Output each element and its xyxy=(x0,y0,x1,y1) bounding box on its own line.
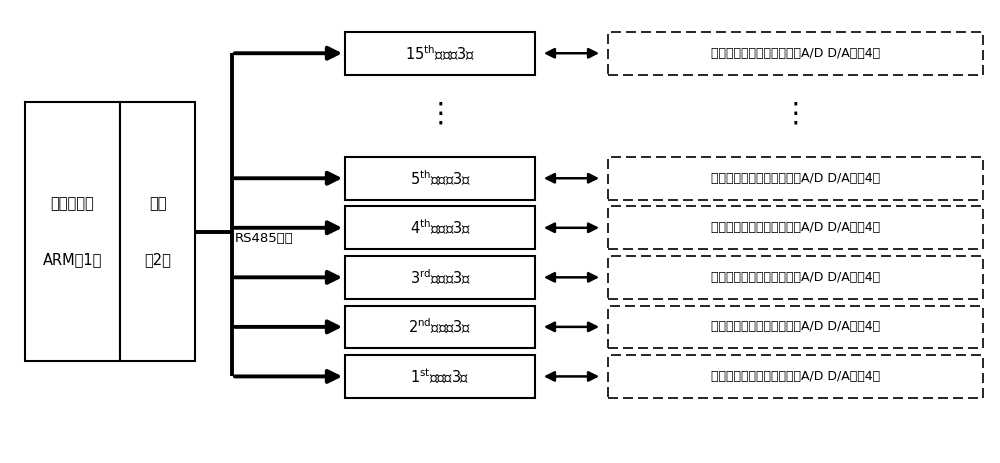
Text: 4$^{\mathregular{th}}$从站（3）: 4$^{\mathregular{th}}$从站（3） xyxy=(410,218,470,238)
Text: 5$^{\mathregular{th}}$从站（3）: 5$^{\mathregular{th}}$从站（3） xyxy=(410,169,470,188)
Text: 子板卡（输入、输出、轴、A/D D/A）（4）: 子板卡（输入、输出、轴、A/D D/A）（4） xyxy=(711,172,880,185)
Text: 子板卡（输入、输出、轴、A/D D/A）（4）: 子板卡（输入、输出、轴、A/D D/A）（4） xyxy=(711,47,880,60)
Bar xyxy=(345,256,535,299)
Text: 1$^{\mathregular{st}}$从站（3）: 1$^{\mathregular{st}}$从站（3） xyxy=(410,367,470,386)
Bar xyxy=(345,157,535,200)
Bar xyxy=(345,32,535,75)
Bar xyxy=(608,206,983,249)
Bar xyxy=(608,306,983,348)
Text: 主站: 主站 xyxy=(149,196,166,211)
Text: ⋮: ⋮ xyxy=(781,100,809,127)
Text: 子板卡（输入、输出、轴、A/D D/A）（4）: 子板卡（输入、输出、轴、A/D D/A）（4） xyxy=(711,271,880,284)
Bar xyxy=(608,355,983,398)
Text: ⋮: ⋮ xyxy=(426,100,454,127)
Text: 子板卡（输入、输出、轴、A/D D/A）（4）: 子板卡（输入、输出、轴、A/D D/A）（4） xyxy=(711,221,880,234)
Text: 3$^{\mathregular{rd}}$从站（3）: 3$^{\mathregular{rd}}$从站（3） xyxy=(410,268,470,287)
Text: （2）: （2） xyxy=(144,252,171,267)
Text: 工控机核心: 工控机核心 xyxy=(51,196,94,211)
Bar xyxy=(345,306,535,348)
Text: 子板卡（输入、输出、轴、A/D D/A）（4）: 子板卡（输入、输出、轴、A/D D/A）（4） xyxy=(711,320,880,333)
Text: 15$^{\mathregular{th}}$从站（3）: 15$^{\mathregular{th}}$从站（3） xyxy=(405,44,475,63)
Text: ARM（1）: ARM（1） xyxy=(43,252,102,267)
Bar xyxy=(345,355,535,398)
Bar xyxy=(608,256,983,299)
Bar xyxy=(120,102,195,361)
Bar xyxy=(25,102,120,361)
Text: RS485总线: RS485总线 xyxy=(235,232,294,244)
Bar xyxy=(608,157,983,200)
Text: 2$^{\mathregular{nd}}$从站（3）: 2$^{\mathregular{nd}}$从站（3） xyxy=(408,317,472,337)
Bar xyxy=(345,206,535,249)
Bar xyxy=(608,32,983,75)
Text: 子板卡（输入、输出、轴、A/D D/A）（4）: 子板卡（输入、输出、轴、A/D D/A）（4） xyxy=(711,370,880,383)
